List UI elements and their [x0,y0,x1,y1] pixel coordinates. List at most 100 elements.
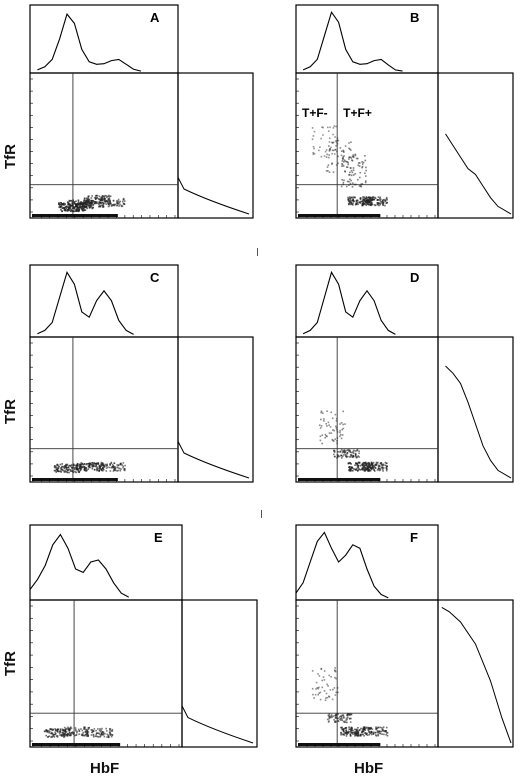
cell-event-dot [351,203,353,205]
cell-event-dot [357,469,360,471]
tfr-histogram-curve [177,441,250,479]
cell-event-dot [341,451,344,454]
cell-event-dot [87,463,89,465]
cell-event-dot [86,201,88,203]
cell-event-dot [345,719,347,721]
cell-event-dot [349,718,351,720]
cell-event-dot [351,196,353,199]
cell-event-dot [357,455,360,457]
cell-event-dot [384,730,387,732]
cell-event-dot [333,455,336,458]
cell-event-dot [63,207,66,210]
cell-event-dot [78,467,81,469]
cell-event-dot [356,462,358,465]
cell-event-dot [326,683,328,686]
cell-event-dot [70,200,72,202]
cell-event-dot [328,154,330,156]
cell-event-dot [351,466,354,469]
panel-letter: D [410,270,419,285]
cell-event-dot [344,721,347,723]
cell-event-dot [341,714,343,716]
cell-event-dot [105,465,108,467]
cell-event-dot [96,202,99,205]
cell-event-dot [368,463,370,466]
cell-event-dot [362,462,364,465]
cell-event-dot [371,196,374,199]
cell-event-dot [342,729,345,732]
cell-event-dot [355,183,357,186]
cell-event-dot [93,730,95,732]
cell-event-dot [67,733,69,735]
cell-event-dot [354,173,357,175]
cell-event-dot [87,196,90,199]
cell-event-dot [341,163,344,166]
cell-event-dot [339,431,341,434]
cell-event-dot [357,203,359,206]
cell-event-dot [116,200,118,202]
cell-event-dot [105,195,108,197]
cell-event-dot [111,466,114,468]
cell-event-dot [366,465,369,468]
cell-event-dot [367,470,369,472]
cell-event-dot [340,422,343,424]
cell-event-dot [69,470,72,472]
cell-event-dot [78,465,81,468]
cell-event-dot [326,166,329,168]
cell-event-dot [329,689,332,691]
panel-C: C [29,264,254,483]
cell-event-dot [360,200,362,203]
cell-event-dot [74,727,77,729]
cell-event-dot [313,147,315,150]
cell-event-dot [48,731,50,734]
cell-event-dot [110,733,112,736]
cell-event-dot [350,717,352,720]
hbf-histogram-curve [302,270,396,335]
cell-event-dot [73,732,75,734]
cell-event-dot [59,463,62,466]
cell-event-dot [348,713,351,716]
cell-event-dot [354,728,356,731]
cell-event-dot [118,205,120,207]
cell-event-dot [332,141,335,144]
cell-event-dot [336,143,339,145]
cell-event-dot [88,462,90,465]
cell-event-dot [84,726,86,729]
cell-event-dot [121,464,123,466]
cell-event-dot [365,727,367,730]
cell-event-dot [358,185,361,187]
cell-event-dot [366,467,368,469]
cell-event-dot [342,733,345,735]
cell-event-dot [72,464,75,467]
cell-event-dot [66,733,68,736]
hbf-histogram-curve [295,531,389,599]
cell-event-dot [90,200,93,202]
cell-event-dot [366,199,369,201]
cell-event-dot [357,733,360,735]
cell-event-dot [337,713,339,716]
cell-event-dot [354,735,356,737]
cell-event-dot [345,185,348,188]
cell-event-dot [359,464,362,467]
cell-event-dot [71,202,74,205]
cell-event-dot [82,205,84,207]
cell-event-dot [315,681,318,684]
cell-event-dot [72,732,74,734]
cell-event-dot [323,690,326,692]
cell-event-dot [75,205,78,207]
cell-event-dot [90,462,92,465]
cell-event-dot [112,200,115,202]
cell-event-dot [328,156,330,159]
cell-event-dot [348,180,350,183]
cell-event-dot [64,209,67,212]
cell-event-dot [116,464,118,466]
cell-event-dot [324,433,327,436]
cell-event-dot [376,198,379,201]
cell-event-dot [340,726,342,729]
cell-event-dot [68,729,70,731]
cell-event-dot [117,203,119,205]
cell-event-dot [352,731,355,734]
cell-event-dot [54,729,57,731]
cell-event-dot [70,732,72,735]
cell-event-dot [80,465,82,468]
cell-event-dot [369,203,372,205]
